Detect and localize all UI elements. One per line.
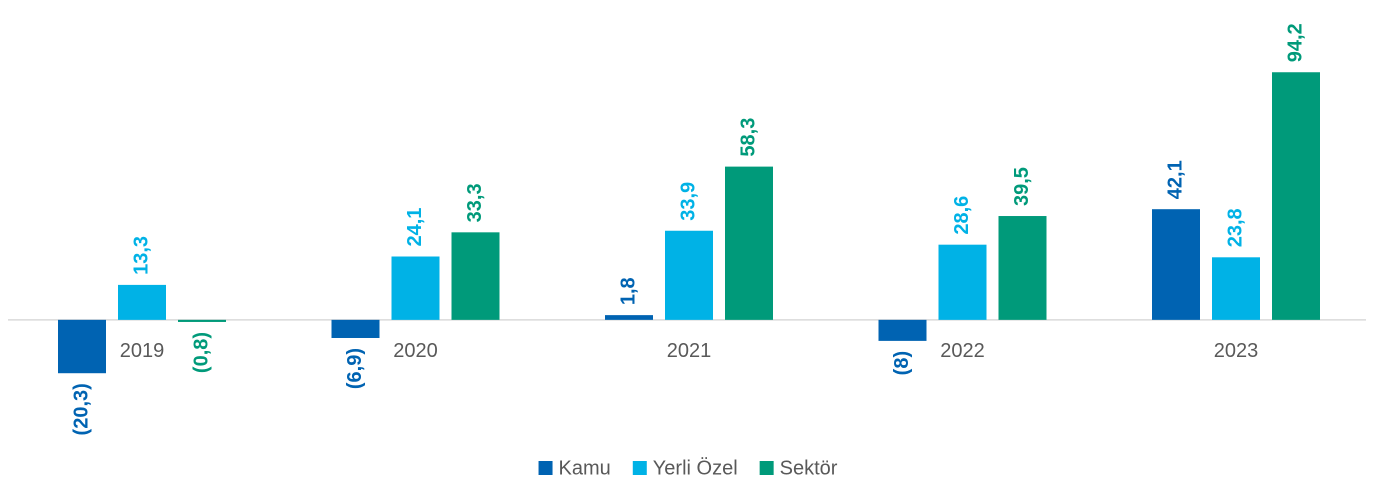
bar <box>178 319 226 322</box>
value-label: (20,3) <box>70 383 92 435</box>
legend-swatch <box>538 461 553 475</box>
value-label: 13,3 <box>130 236 152 275</box>
x-tick-label: 2023 <box>1214 340 1259 362</box>
value-label: 28,6 <box>951 196 973 235</box>
bar <box>605 315 653 320</box>
value-label: 33,9 <box>677 182 699 221</box>
value-label: (8) <box>891 351 913 375</box>
bar <box>725 166 773 320</box>
x-tick-label: 2019 <box>120 340 165 362</box>
value-label: 33,3 <box>464 183 486 222</box>
x-tick-label: 2021 <box>667 340 712 362</box>
bar <box>1272 72 1320 320</box>
legend-label: Kamu <box>559 457 611 479</box>
value-label: 39,5 <box>1011 167 1033 206</box>
value-label: 23,8 <box>1224 208 1246 247</box>
bar <box>1152 209 1200 320</box>
bar <box>998 216 1047 320</box>
value-label: (6,9) <box>344 348 366 389</box>
value-label: 24,1 <box>404 208 426 247</box>
bar <box>391 256 440 320</box>
legend-label: Sektör <box>780 457 838 479</box>
value-label: 42,1 <box>1164 160 1186 199</box>
legend-label: Yerli Özel <box>653 457 738 479</box>
bar <box>665 230 713 320</box>
x-tick-label: 2020 <box>393 340 438 362</box>
legend-swatch <box>632 461 647 475</box>
value-label: 94,2 <box>1284 23 1306 62</box>
bar <box>878 319 927 341</box>
bar <box>331 319 380 338</box>
value-label: 1,8 <box>617 277 639 305</box>
bar <box>118 284 166 320</box>
bar <box>451 232 500 320</box>
legend-swatch <box>759 461 774 475</box>
bar <box>938 244 987 320</box>
bar <box>58 319 106 374</box>
value-label: 58,3 <box>737 118 759 157</box>
x-tick-label: 2022 <box>940 340 985 362</box>
bar <box>1212 257 1260 320</box>
value-label: (0,8) <box>190 332 212 373</box>
